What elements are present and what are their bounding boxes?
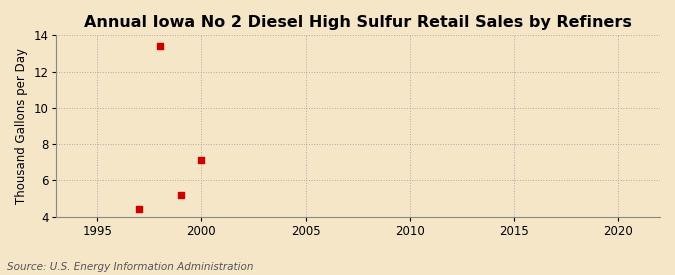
Point xyxy=(134,207,144,212)
Point xyxy=(176,193,186,197)
Text: Source: U.S. Energy Information Administration: Source: U.S. Energy Information Administ… xyxy=(7,262,253,272)
Title: Annual Iowa No 2 Diesel High Sulfur Retail Sales by Refiners: Annual Iowa No 2 Diesel High Sulfur Reta… xyxy=(84,15,632,30)
Point xyxy=(155,44,165,48)
Point xyxy=(196,158,207,163)
Y-axis label: Thousand Gallons per Day: Thousand Gallons per Day xyxy=(15,48,28,204)
